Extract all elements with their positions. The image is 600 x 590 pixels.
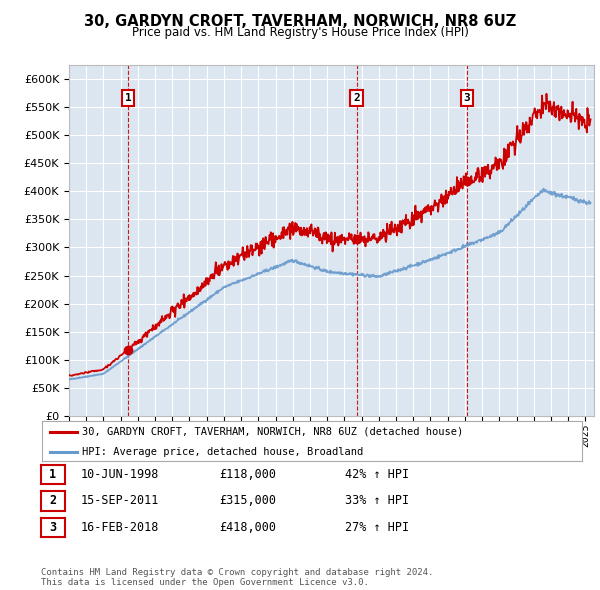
Text: 15-SEP-2011: 15-SEP-2011 xyxy=(81,494,160,507)
Text: Contains HM Land Registry data © Crown copyright and database right 2024.
This d: Contains HM Land Registry data © Crown c… xyxy=(41,568,433,587)
Text: 10-JUN-1998: 10-JUN-1998 xyxy=(81,468,160,481)
Text: 30, GARDYN CROFT, TAVERHAM, NORWICH, NR8 6UZ: 30, GARDYN CROFT, TAVERHAM, NORWICH, NR8… xyxy=(84,14,516,30)
Text: 1: 1 xyxy=(125,93,131,103)
Text: 2: 2 xyxy=(49,494,56,507)
Text: £315,000: £315,000 xyxy=(219,494,276,507)
Text: £418,000: £418,000 xyxy=(219,521,276,534)
Text: 3: 3 xyxy=(464,93,470,103)
Text: 16-FEB-2018: 16-FEB-2018 xyxy=(81,521,160,534)
Text: 27% ↑ HPI: 27% ↑ HPI xyxy=(345,521,409,534)
Text: 33% ↑ HPI: 33% ↑ HPI xyxy=(345,494,409,507)
Text: Price paid vs. HM Land Registry's House Price Index (HPI): Price paid vs. HM Land Registry's House … xyxy=(131,26,469,39)
Text: 3: 3 xyxy=(49,521,56,534)
Text: HPI: Average price, detached house, Broadland: HPI: Average price, detached house, Broa… xyxy=(83,447,364,457)
Text: 1: 1 xyxy=(49,468,56,481)
Text: 30, GARDYN CROFT, TAVERHAM, NORWICH, NR8 6UZ (detached house): 30, GARDYN CROFT, TAVERHAM, NORWICH, NR8… xyxy=(83,427,464,437)
Text: 2: 2 xyxy=(353,93,360,103)
Text: 42% ↑ HPI: 42% ↑ HPI xyxy=(345,468,409,481)
Text: £118,000: £118,000 xyxy=(219,468,276,481)
